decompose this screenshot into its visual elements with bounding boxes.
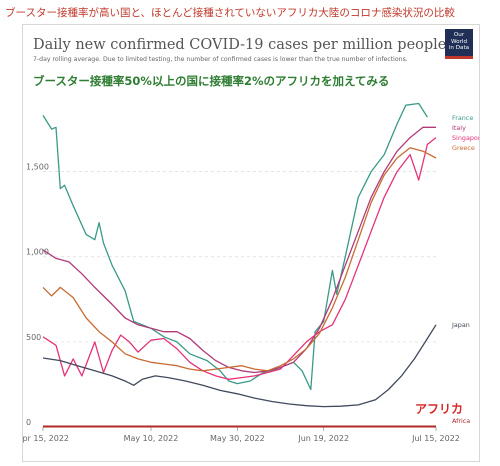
series-line-singapore <box>42 137 437 380</box>
annotation-text: ブースター接種率50%以上の国に接種率2%のアフリカを加えてみる <box>33 74 390 88</box>
legend-label-japan: Japan <box>451 321 470 329</box>
series-line-japan <box>42 324 437 408</box>
x-tick-label: Apr 15, 2022 <box>23 434 69 443</box>
legend-label-africa: Africa <box>452 417 470 425</box>
chart-title: Daily new confirmed COVID-19 cases per m… <box>33 37 447 53</box>
line-chart: 0 500 1,000 1,500 Apr 15, 2022 May 10, 2022 Ma… <box>23 102 479 443</box>
legend-label-greece: Greece <box>452 144 475 152</box>
page-caption: ブースター接種率が高い国と、ほとんど接種されていないアフリカ大陸のコロナ感染状況… <box>5 7 455 19</box>
logo-line-2: in Data <box>448 45 470 51</box>
series-line-italy <box>42 126 436 374</box>
y-tick-label: 1,000 <box>26 248 49 257</box>
africa-callout: アフリカ <box>415 402 463 416</box>
chart-panel: Daily new confirmed COVID-19 cases per m… <box>22 24 480 462</box>
y-tick-label: 0 <box>26 418 31 427</box>
chart-subtitle: 7-day rolling average. Due to limited te… <box>33 56 408 63</box>
y-tick-label: 500 <box>26 333 41 342</box>
x-tick-label: May 30, 2022 <box>210 434 265 443</box>
logo-line-1: Our World <box>450 32 468 45</box>
x-tick-label: May 10, 2022 <box>124 434 179 443</box>
y-tick-label: 1,500 <box>26 163 49 172</box>
legend-label-france: France <box>452 114 473 122</box>
series-line-france <box>42 102 428 391</box>
x-tick-label: Jun 19, 2022 <box>297 434 349 443</box>
legend-label-italy: Italy <box>452 124 466 132</box>
legend-label-singapore: Singapore <box>452 134 479 142</box>
x-tick-label: Jul 15, 2022 <box>411 434 460 443</box>
owid-logo[interactable]: Our World in Data <box>445 29 473 59</box>
series-line-greece <box>42 147 437 372</box>
